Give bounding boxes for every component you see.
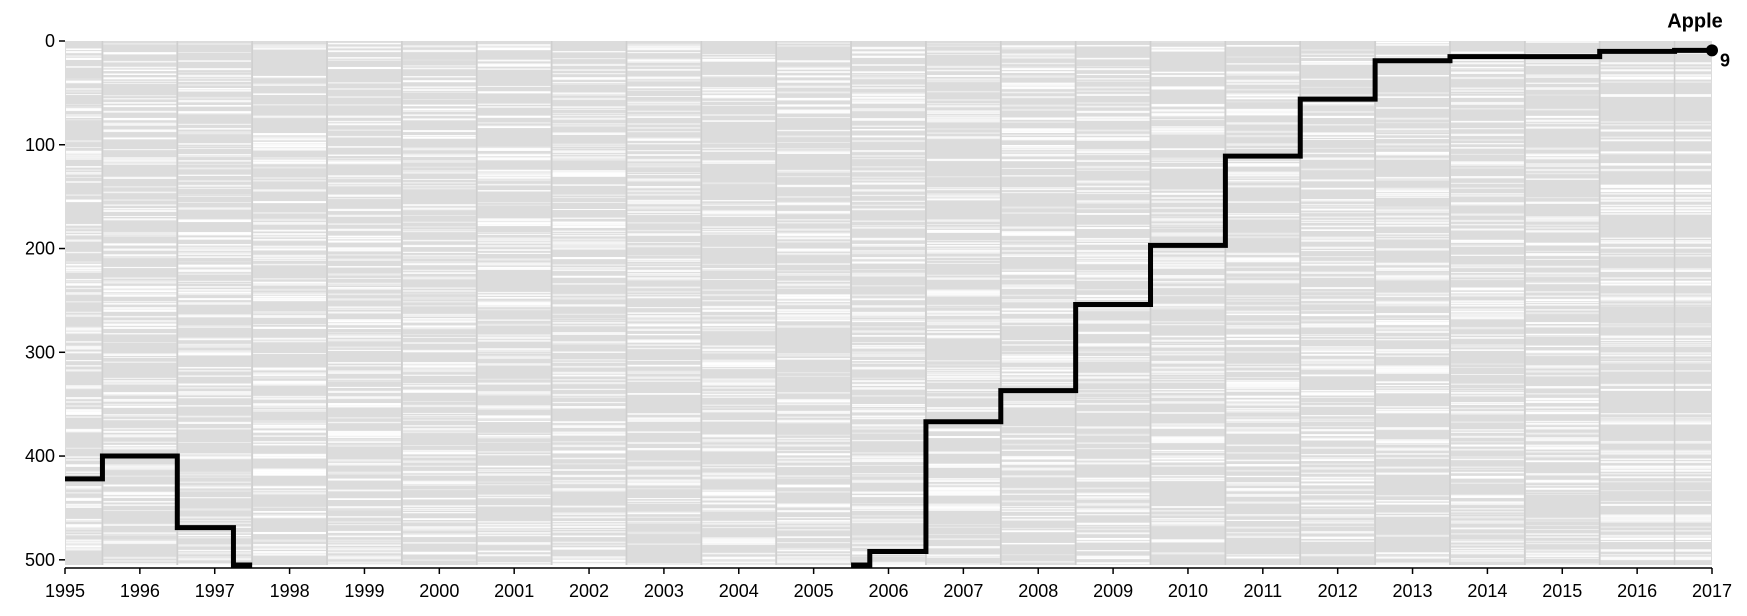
x-tick-label: 2011 — [1243, 581, 1282, 601]
series-apple — [65, 44, 1718, 568]
series-name-label: Apple — [1667, 10, 1723, 32]
background-bands — [65, 41, 1712, 567]
year-band-stripes-2006 — [852, 46, 925, 566]
x-tick-label: 2017 — [1692, 581, 1732, 601]
year-band-2004 — [701, 41, 777, 565]
year-band-2000 — [401, 41, 477, 565]
y-tick-label: 200 — [25, 239, 55, 259]
year-band-stripes-1995 — [66, 48, 102, 567]
y-tick-label: 0 — [45, 31, 55, 51]
year-band-2016 — [1599, 41, 1712, 565]
year-band-stripes-2016 — [1600, 48, 1711, 561]
year-band-stripes-2012 — [1301, 49, 1375, 557]
year-band-stripes-2001 — [477, 44, 551, 566]
x-tick-label: 2014 — [1467, 581, 1507, 601]
year-band-stripes-2002 — [552, 50, 626, 566]
year-band-stripes-2014 — [1450, 51, 1524, 562]
x-tick-label: 2012 — [1318, 581, 1358, 601]
x-tick-label: 2003 — [644, 581, 684, 601]
x-tick-label: 2002 — [569, 581, 609, 601]
x-tick-label: 2008 — [1018, 581, 1058, 601]
y-tick-label: 300 — [25, 342, 55, 362]
x-tick-label: 2013 — [1393, 581, 1433, 601]
year-band-stripes-2013 — [1376, 41, 1449, 566]
year-band-stripes-2010 — [1151, 41, 1225, 555]
x-tick-label: 2016 — [1617, 581, 1657, 601]
year-band-2005 — [776, 41, 852, 565]
x-tick-label: 2005 — [794, 581, 834, 601]
x-tick-label: 1999 — [344, 581, 384, 601]
series-value-label: 9 — [1720, 50, 1730, 70]
x-tick-label: 2007 — [943, 581, 983, 601]
x-tick-label: 2015 — [1542, 581, 1582, 601]
x-tick-label: 2000 — [419, 581, 459, 601]
y-tick-label: 100 — [25, 135, 55, 155]
year-band-stripes-2000 — [402, 45, 476, 561]
year-band-2012 — [1300, 41, 1376, 565]
year-band-1996 — [102, 41, 178, 565]
year-band-stripes-2005 — [777, 42, 851, 564]
x-tick-label: 2004 — [719, 581, 759, 601]
x-tick-label: 2001 — [494, 581, 534, 601]
year-band-stripes-2003 — [627, 43, 701, 566]
year-band-stripes-2004 — [702, 54, 776, 565]
y-tick-label: 400 — [25, 446, 55, 466]
apple-line-segment-1 — [65, 453, 253, 568]
year-band-stripes-1998 — [253, 44, 327, 556]
axes: 0 100 200 300 400 500 1995 1996 1997 1998 1999 2000… — [25, 31, 1732, 601]
year-band-2002 — [551, 41, 627, 565]
year-band-stripes-2009 — [1076, 44, 1150, 565]
year-band-stripes-1997 — [178, 43, 252, 566]
x-tick-label: 1998 — [270, 581, 310, 601]
apple-end-point — [1706, 44, 1718, 57]
x-tick-label: 1996 — [120, 581, 160, 601]
x-tick-label: 2006 — [868, 581, 908, 601]
y-tick-label: 500 — [25, 550, 55, 570]
year-band-2007 — [925, 41, 1001, 565]
year-band-2003 — [626, 41, 702, 565]
year-band-stripes-2008 — [1001, 44, 1075, 563]
year-band-2006 — [851, 41, 926, 565]
series-labels: Apple 9 — [1667, 10, 1730, 70]
year-band-1998 — [252, 41, 328, 565]
x-tick-label: 1997 — [195, 581, 235, 601]
year-band-1999 — [327, 41, 402, 565]
year-band-stripes-2007 — [926, 43, 1000, 565]
year-band-stripes-2011 — [1226, 45, 1300, 559]
apple-line-segment-2 — [851, 47, 1712, 568]
x-tick-label: 2009 — [1093, 581, 1133, 601]
x-tick-label: 2010 — [1168, 581, 1208, 601]
year-band-stripes-1999 — [328, 42, 401, 566]
year-band-stripes-2015 — [1525, 41, 1599, 566]
x-tick-label: 1995 — [45, 581, 85, 601]
year-band-2011 — [1225, 41, 1301, 565]
